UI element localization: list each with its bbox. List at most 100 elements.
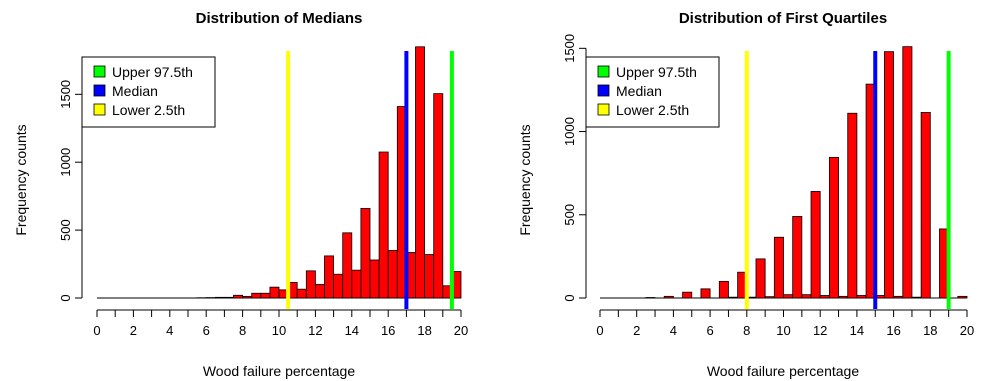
histogram-bar [663,295,674,299]
x-tick-label: 0 [93,323,100,338]
y-tick-label: 1500 [562,34,577,63]
reference-lines-group [744,51,951,309]
x-tick-label: 10 [272,323,286,338]
histogram-bar [810,191,821,299]
histogram-bar [214,296,225,299]
legend-swatch [93,84,106,97]
legend-label: Lower 2.5th [112,102,185,118]
legend: Upper 97.5th Median Lower 2.5th [81,56,216,128]
histogram-bar [847,112,858,299]
histogram-bar [360,207,371,299]
x-tick-label: 8 [743,323,750,338]
histogram-bar [718,280,729,299]
histogram-bar [920,112,931,299]
x-tick-label: 10 [776,323,790,338]
histogram-bar [378,151,389,299]
x-axis-label: Wood failure percentage [707,363,859,379]
histogram-bar [305,270,316,299]
x-tick-label: 12 [813,323,827,338]
y-tick-label: 1000 [562,117,577,146]
legend-label: Median [616,83,662,99]
histogram-bar [351,269,362,299]
histogram-bar [902,46,913,299]
x-tick-label: 2 [633,323,640,338]
x-tick-label: 16 [381,323,395,338]
x-tick-label: 8 [239,323,246,338]
histogram-bar [801,294,812,299]
histogram-bar [415,46,426,299]
histogram-bar [682,291,693,299]
legend-label: Upper 97.5th [112,64,193,80]
legend-swatch [93,65,106,78]
legend-label: Upper 97.5th [616,64,697,80]
legend-label: Median [112,83,158,99]
y-axis-label: Frequency counts [517,124,533,235]
y-tick-label: 1000 [58,148,73,177]
histogram-bar [856,295,867,299]
histogram-bar [764,296,775,299]
x-tick-label: 16 [886,323,900,338]
y-tick-label: 500 [58,219,73,241]
histogram-bar [755,258,766,299]
histogram-bar [314,284,325,299]
histogram-bar [783,294,794,299]
legend-label: Lower 2.5th [616,102,689,118]
histogram-bar [828,156,839,299]
histogram-bar [893,295,904,299]
axes-group: 0 2 4 6 8 10 12 14 16 18 20 0 500 1000 1500 [58,80,468,338]
histogram-bar [792,216,803,299]
chart-title: Distribution of First Quartiles [679,10,887,27]
histogram-bar [369,259,380,299]
histogram-bar [223,296,234,299]
x-tick-label: 4 [166,323,173,338]
histogram-bar [773,236,784,299]
y-tick-label: 500 [562,204,577,226]
histogram-bar [333,273,344,299]
x-tick-label: 14 [345,323,359,338]
histogram-bar [728,296,739,299]
histogram-bar [433,93,444,299]
histogram-bar [838,295,849,299]
legend-swatch [93,103,106,116]
histogram-bar [251,292,262,299]
x-tick-label: 14 [850,323,864,338]
legend-swatch [597,84,610,97]
reference-lines-group [286,51,454,309]
x-tick-label: 20 [454,323,468,338]
histogram-bar [911,296,922,299]
histogram-bar [342,232,353,299]
histogram-bar [296,288,307,299]
x-tick-label: 18 [923,323,937,338]
bars-group [600,46,968,299]
histogram-bar [424,254,435,299]
histogram-bar [269,286,280,299]
histogram-bar [242,295,253,299]
histogram-bar [819,295,830,299]
x-tick-label: 6 [203,323,210,338]
histogram-bar [260,292,271,299]
legend-swatch [597,103,610,116]
chart-panel-medians: Distribution of Medians Wood failure per… [13,10,468,379]
chart-panel-first-quartiles: Distribution of First Quartiles Wood fai… [517,10,974,379]
y-tick-label: 1500 [58,80,73,109]
histogram-bar [233,294,243,299]
x-tick-label: 20 [960,323,974,338]
x-tick-label: 6 [706,323,713,338]
bars-group [97,46,462,299]
legend: Upper 97.5th Median Lower 2.5th [585,56,720,128]
x-tick-label: 2 [130,323,137,338]
histogram-bar [884,51,894,299]
x-tick-label: 12 [308,323,322,338]
y-tick-label: 0 [58,294,73,301]
x-tick-label: 0 [596,323,603,338]
x-axis-label: Wood failure percentage [203,363,355,379]
chart-title: Distribution of Medians [196,10,363,27]
y-tick-label: 0 [562,294,577,301]
y-axis-label: Frequency counts [13,124,29,235]
histogram-bar [700,288,711,299]
x-tick-label: 4 [670,323,677,338]
x-tick-label: 18 [417,323,431,338]
histogram-bar [324,255,335,299]
histogram-bar [957,295,968,299]
